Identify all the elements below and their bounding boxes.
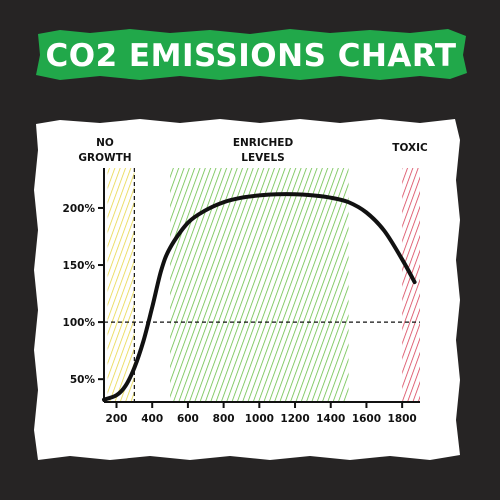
x-tick-label: 800 — [213, 413, 235, 425]
y-axis-ticks: 50% 100% 150% 200% — [63, 203, 104, 386]
enriched-levels-zone — [170, 168, 349, 402]
x-tick-label: 1000 — [245, 413, 274, 425]
enriched-label-line2: LEVELS — [241, 152, 284, 164]
title-banner — [36, 29, 467, 80]
no-growth-label-line1: NO — [96, 137, 114, 149]
x-tick-label: 1600 — [352, 413, 381, 425]
y-tick-label: 200% — [63, 203, 96, 215]
x-tick-label: 400 — [141, 413, 163, 425]
y-tick-label: 150% — [63, 260, 96, 272]
chart-title: CO2 EMISSIONS CHART — [45, 38, 456, 74]
y-tick-label: 100% — [63, 317, 96, 329]
y-tick-label: 50% — [70, 374, 96, 386]
x-tick-label: 600 — [177, 413, 199, 425]
x-axis-ticks: 200 400 600 800 1000 1200 1400 1600 1800 — [106, 402, 417, 425]
no-growth-zone — [107, 168, 135, 402]
x-tick-label: 200 — [106, 413, 128, 425]
x-tick-label: 1800 — [388, 413, 417, 425]
no-growth-label-line2: GROWTH — [78, 152, 131, 164]
toxic-label: TOXIC — [392, 142, 428, 154]
co2-curve — [102, 192, 417, 402]
enriched-label-line1: ENRICHED — [233, 137, 294, 149]
toxic-zone — [402, 168, 420, 402]
x-tick-label: 1200 — [280, 413, 309, 425]
x-tick-label: 1400 — [316, 413, 345, 425]
